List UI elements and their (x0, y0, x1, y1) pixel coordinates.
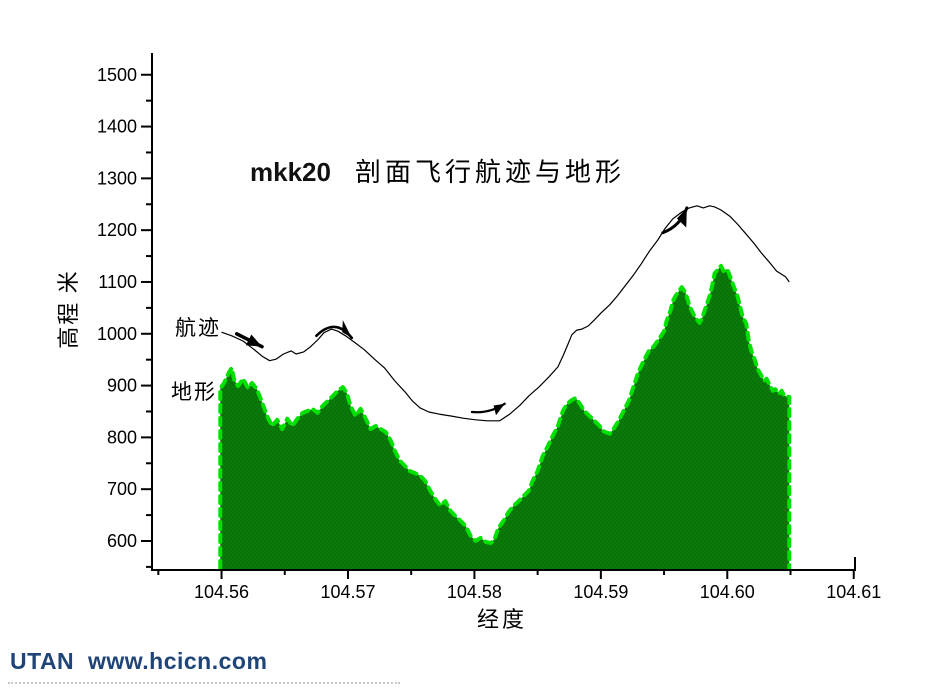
arrowhead-icon (676, 207, 687, 228)
y-tick-label: 900 (107, 376, 137, 396)
x-tick-label: 104.57 (320, 582, 375, 602)
y-tick-label: 1000 (97, 324, 137, 344)
axis-frame (151, 53, 856, 571)
y-tick-label: 700 (107, 479, 137, 499)
chart-title-prefix: mkk20 (250, 157, 331, 187)
footer-brand-text: UTAN www.hcicn.com (10, 648, 268, 674)
axes-layer: 104.56 104.57 104.58 104.59 104.60 104.61 600 7… (97, 53, 881, 602)
flight-path-layer (221, 205, 790, 422)
flight-track-label: 航迹 (175, 316, 221, 340)
terrain-outline (218, 263, 792, 570)
y-tick-label: 1500 (97, 65, 137, 85)
terrain-area (220, 265, 790, 570)
y-axis-title: 高程 米 (56, 269, 81, 349)
x-tick-label: 104.56 (194, 582, 249, 602)
terrain-layer (218, 263, 792, 570)
y-tick-label: 1100 (98, 272, 137, 292)
y-tick-label: 1200 (97, 220, 137, 240)
y-tick-label: 1400 (97, 117, 137, 137)
arrowhead-icon (493, 403, 505, 416)
flight-path-line (221, 205, 790, 422)
x-axis-title: 经度 (477, 607, 528, 632)
x-tick-label: 104.61 (826, 582, 881, 602)
chart-title-text: 剖面飞行航迹与地形 (354, 158, 625, 187)
x-tick-label: 104.58 (447, 582, 502, 602)
y-tick-label: 1300 (97, 168, 137, 188)
x-tick-label: 104.59 (573, 582, 628, 602)
y-tick-label: 600 (107, 531, 137, 551)
arrowhead-icon (342, 320, 352, 338)
footer-dotted-rule (8, 682, 400, 684)
x-tick-label: 104.60 (700, 582, 755, 602)
arrowhead-icon (245, 334, 263, 347)
chart-title: mkk20 剖面飞行航迹与地形 (250, 152, 625, 189)
terrain-label: 地形 (171, 380, 217, 404)
y-tick-label: 800 (107, 427, 137, 447)
direction-arrows-layer (234, 206, 689, 416)
